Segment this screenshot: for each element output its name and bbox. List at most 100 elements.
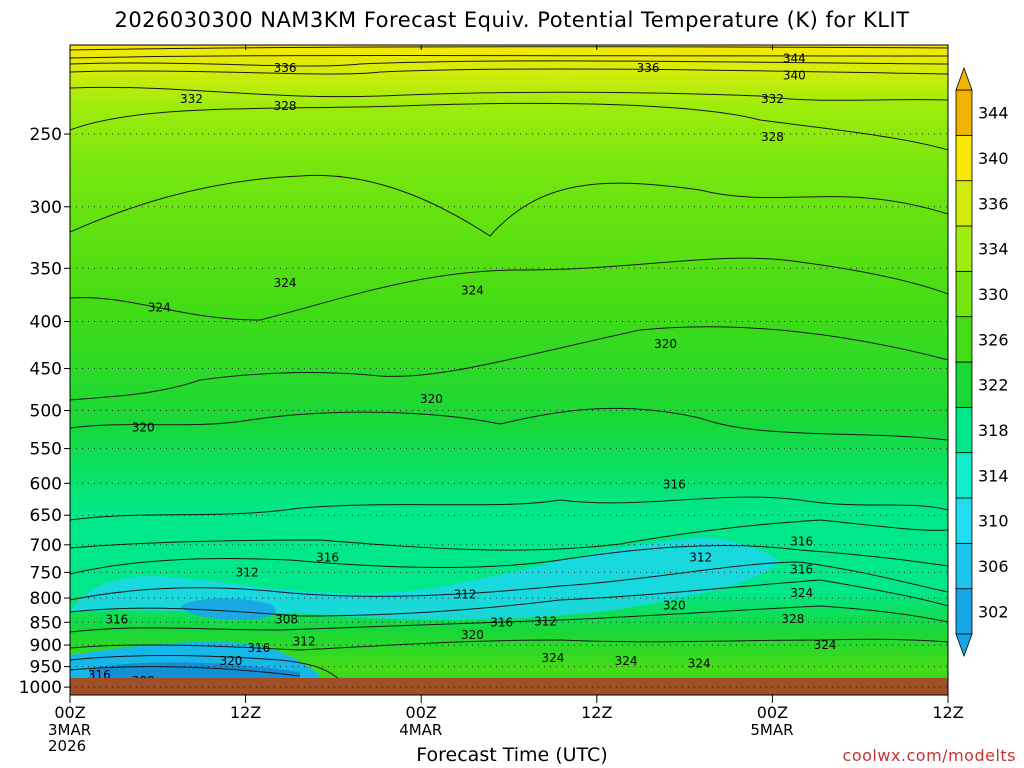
colorbar-label: 318 <box>978 421 1009 440</box>
colorbar-label: 334 <box>978 240 1009 259</box>
contour-label: 312 <box>236 565 259 579</box>
y-tick-label: 400 <box>30 313 62 333</box>
colorbar-label: 322 <box>978 376 1009 395</box>
y-tick-label: 900 <box>30 636 62 656</box>
x-tick-label: 00Z <box>406 703 437 722</box>
colorbar-top-arrow <box>955 66 973 91</box>
y-tick-label: 500 <box>30 402 62 422</box>
contour-label: 316 <box>663 478 686 492</box>
contour-label: 316 <box>790 534 813 548</box>
contour-label: 324 <box>541 651 564 665</box>
contour-line <box>70 60 948 67</box>
contour-line <box>70 102 948 151</box>
colorbar-segment <box>955 180 973 227</box>
contour-line <box>70 638 948 651</box>
y-tick-label: 1000 <box>19 678 62 698</box>
contour-label: 328 <box>274 99 297 113</box>
colorbar-label: 306 <box>978 557 1009 576</box>
contour-label: 320 <box>220 654 243 668</box>
contour-line <box>70 496 948 521</box>
x-tick-label: 12Z <box>230 703 261 722</box>
contour-line <box>70 46 948 51</box>
y-tick-label: 950 <box>30 658 62 678</box>
contour-labels: 336 336 344 340 332 328 332 328 324 324 324 320 320 3… <box>88 52 837 688</box>
y-tick-label: 450 <box>30 360 62 380</box>
contour-label: 308 <box>275 612 298 626</box>
x-date-label: 5MAR <box>750 721 794 739</box>
contour-line <box>70 655 341 681</box>
contour-label: 324 <box>790 586 813 600</box>
contour-label: 324 <box>148 300 171 314</box>
pressure-gridlines <box>70 133 948 688</box>
contour-label: 328 <box>781 612 804 626</box>
y-tick-label: 600 <box>30 474 62 494</box>
y-tick-label: 700 <box>30 536 62 556</box>
x-date-label: 2026 <box>48 737 87 755</box>
y-tick-label: 800 <box>30 589 62 609</box>
colorbar-label: 310 <box>978 512 1009 531</box>
contour-label: 320 <box>461 628 484 642</box>
y-tick-label: 250 <box>30 125 62 145</box>
contour-label: 328 <box>761 130 784 144</box>
contour-label: 324 <box>814 638 837 652</box>
contour-label: 324 <box>461 283 484 297</box>
plot-frame <box>69 44 949 696</box>
x-tick-label: 00Z <box>54 703 85 722</box>
contour-line <box>70 666 301 677</box>
contour-line <box>70 579 948 617</box>
chart-title: 2026030300 NAM3KM Forecast Equiv. Potent… <box>114 8 910 32</box>
colorbar-segment <box>955 316 973 363</box>
contour-label: 316 <box>490 615 513 629</box>
y-tick-label: 300 <box>30 198 62 218</box>
contour-label: 332 <box>180 92 203 106</box>
contour-label: 336 <box>637 61 660 75</box>
contour-label: 316 <box>247 641 270 655</box>
contour-line <box>70 257 948 321</box>
contour-line <box>70 86 948 101</box>
contour-label: 316 <box>790 563 813 577</box>
contour-label: 312 <box>293 635 316 649</box>
x-date-label: 3MAR <box>48 721 92 739</box>
contour-label: 324 <box>688 657 711 671</box>
x-tick-label: 12Z <box>581 703 612 722</box>
x-tick-label: 00Z <box>757 703 788 722</box>
colorbar-segment <box>955 542 973 590</box>
contour-line <box>70 407 948 441</box>
y-tick-label: 350 <box>30 259 62 279</box>
contour-line <box>70 174 948 237</box>
contour-line <box>70 55 948 59</box>
contour-label: 312 <box>689 551 712 565</box>
contour-lines <box>70 46 948 681</box>
contour-line <box>70 68 948 75</box>
contour-label: 324 <box>274 276 297 290</box>
y-tick-label: 850 <box>30 613 62 633</box>
colorbar-label: 326 <box>978 330 1009 349</box>
contour-label: 324 <box>615 654 638 668</box>
colorbar-segment <box>955 270 973 318</box>
pressure-axis: 250 300 350 400 450 500 550 600 650 700 750 800 850 9… <box>19 125 70 698</box>
colorbar-bottom-arrow <box>955 633 973 658</box>
contour-line <box>70 326 948 401</box>
contour-label: 320 <box>663 598 686 612</box>
blue-core-blob <box>180 598 276 620</box>
contour-label: 320 <box>420 392 443 406</box>
x-tick-label: 12Z <box>932 703 963 722</box>
contour-label: 344 <box>783 52 806 66</box>
x-date-label: 4MAR <box>399 721 443 739</box>
contour-label: 316 <box>105 612 128 626</box>
contour-line <box>70 605 948 633</box>
colorbar-label: 302 <box>978 602 1009 621</box>
time-axis: 00Z 12Z 00Z 12Z 00Z 12Z <box>54 45 964 722</box>
colorbar: 302 306 310 314 318 322 326 330 334 336 340 344 <box>955 66 1009 658</box>
contour-label: 312 <box>454 588 477 602</box>
ground-surface <box>70 678 948 695</box>
contour-line <box>70 519 948 551</box>
contour-label: 312 <box>534 614 557 628</box>
y-tick-label: 550 <box>30 440 62 460</box>
colorbar-label: 330 <box>978 285 1009 304</box>
contour-label: 320 <box>132 421 155 435</box>
contour-label: 316 <box>316 551 339 565</box>
cool-layer-blob <box>70 538 780 621</box>
source-watermark: coolwx.com/modelts <box>842 746 1016 765</box>
